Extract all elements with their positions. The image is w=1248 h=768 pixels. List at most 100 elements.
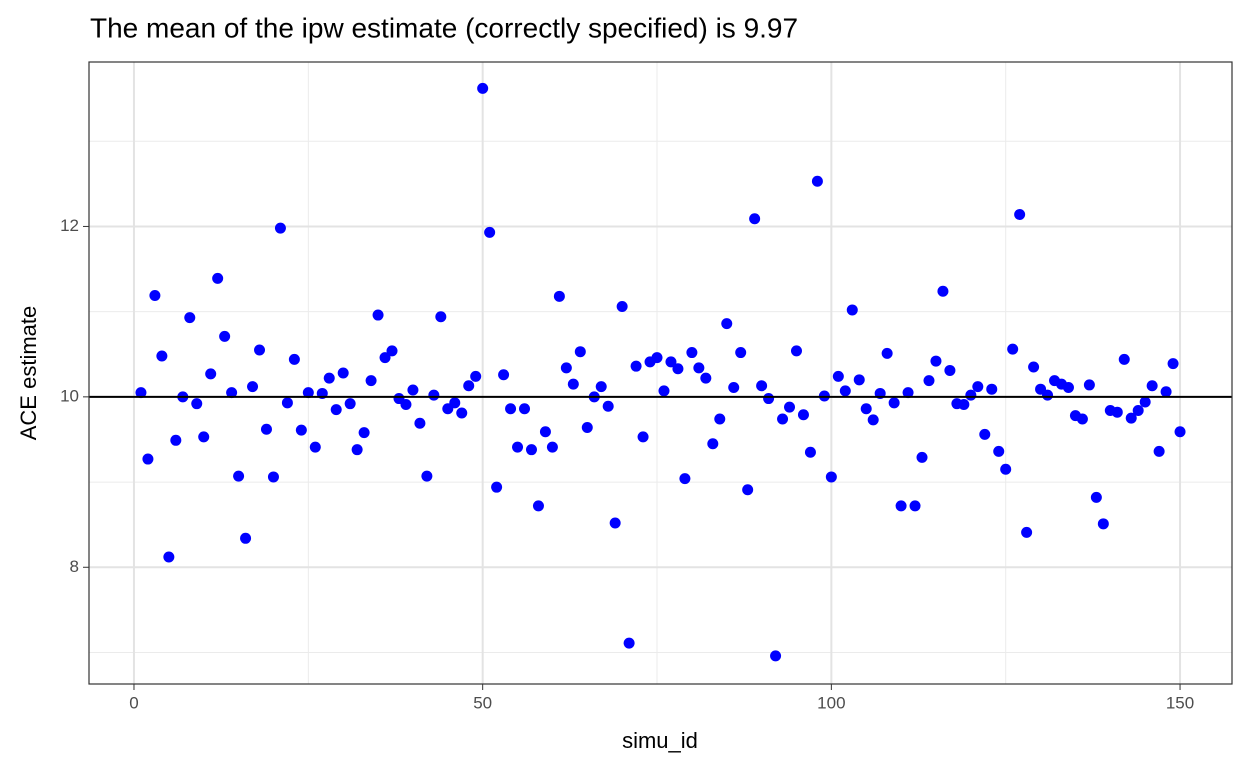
point: [205, 368, 217, 380]
point: [630, 360, 642, 372]
point: [623, 637, 635, 649]
point: [777, 413, 789, 425]
point: [860, 403, 872, 415]
point: [254, 344, 266, 356]
point: [330, 404, 342, 416]
point: [1139, 396, 1151, 408]
point: [156, 350, 168, 362]
point: [135, 387, 147, 399]
point: [1174, 426, 1186, 438]
point: [930, 355, 942, 367]
panel-border: [88, 61, 1233, 685]
point: [1076, 413, 1088, 425]
point: [449, 397, 461, 409]
point: [477, 82, 489, 94]
point: [979, 428, 991, 440]
point: [219, 330, 231, 342]
point: [519, 403, 531, 415]
point: [407, 384, 419, 396]
point: [1167, 358, 1179, 370]
point: [372, 309, 384, 321]
point: [923, 375, 935, 387]
point: [916, 451, 928, 463]
point: [993, 445, 1005, 457]
point: [484, 226, 496, 238]
point: [142, 453, 154, 465]
point: [797, 409, 809, 421]
point: [693, 362, 705, 374]
point: [839, 385, 851, 397]
point: [756, 380, 768, 392]
point: [226, 387, 238, 399]
point: [463, 380, 475, 392]
point: [1125, 412, 1137, 424]
point: [853, 374, 865, 386]
x-tick-label: 100: [817, 693, 845, 712]
point: [553, 290, 565, 302]
point: [532, 500, 544, 512]
point: [616, 301, 628, 313]
point: [323, 372, 335, 384]
point: [546, 441, 558, 453]
y-tick-label: 8: [70, 557, 79, 576]
y-tick-label: 10: [60, 386, 79, 405]
point: [191, 398, 203, 410]
point: [742, 484, 754, 496]
point: [240, 532, 252, 544]
point: [784, 401, 796, 413]
point: [707, 438, 719, 450]
point: [944, 364, 956, 376]
point: [498, 369, 510, 381]
point: [888, 397, 900, 409]
point: [288, 353, 300, 365]
point: [749, 213, 761, 225]
point: [233, 470, 245, 482]
point: [609, 517, 621, 529]
point: [421, 470, 433, 482]
point: [344, 398, 356, 410]
point: [539, 426, 551, 438]
point: [832, 370, 844, 382]
point: [295, 424, 307, 436]
point: [770, 650, 782, 662]
point: [1014, 209, 1026, 221]
point: [728, 381, 740, 393]
point: [560, 362, 572, 374]
point: [909, 500, 921, 512]
point: [937, 285, 949, 297]
point: [1007, 343, 1019, 355]
point: [790, 345, 802, 357]
point: [1132, 404, 1144, 416]
point: [358, 427, 370, 439]
point: [1042, 389, 1054, 401]
point: [825, 471, 837, 483]
point: [281, 397, 293, 409]
point: [658, 385, 670, 397]
point: [456, 407, 468, 419]
point: [428, 389, 440, 401]
point: [651, 352, 663, 364]
point: [505, 403, 517, 415]
point: [763, 393, 775, 405]
point: [309, 441, 321, 453]
point: [665, 356, 677, 368]
point: [512, 441, 524, 453]
point: [435, 311, 447, 323]
point: [337, 367, 349, 379]
point: [686, 347, 698, 359]
point: [672, 363, 684, 375]
point: [163, 551, 175, 563]
point: [260, 423, 272, 435]
point: [198, 431, 210, 443]
point: [267, 471, 279, 483]
x-tick-label: 50: [473, 693, 492, 712]
point: [525, 444, 537, 456]
point: [1153, 445, 1165, 457]
x-axis-title: simu_id: [622, 728, 698, 753]
y-tick-label: 12: [60, 216, 79, 235]
point: [735, 347, 747, 359]
point: [149, 289, 161, 301]
point: [602, 400, 614, 412]
point: [700, 372, 712, 384]
